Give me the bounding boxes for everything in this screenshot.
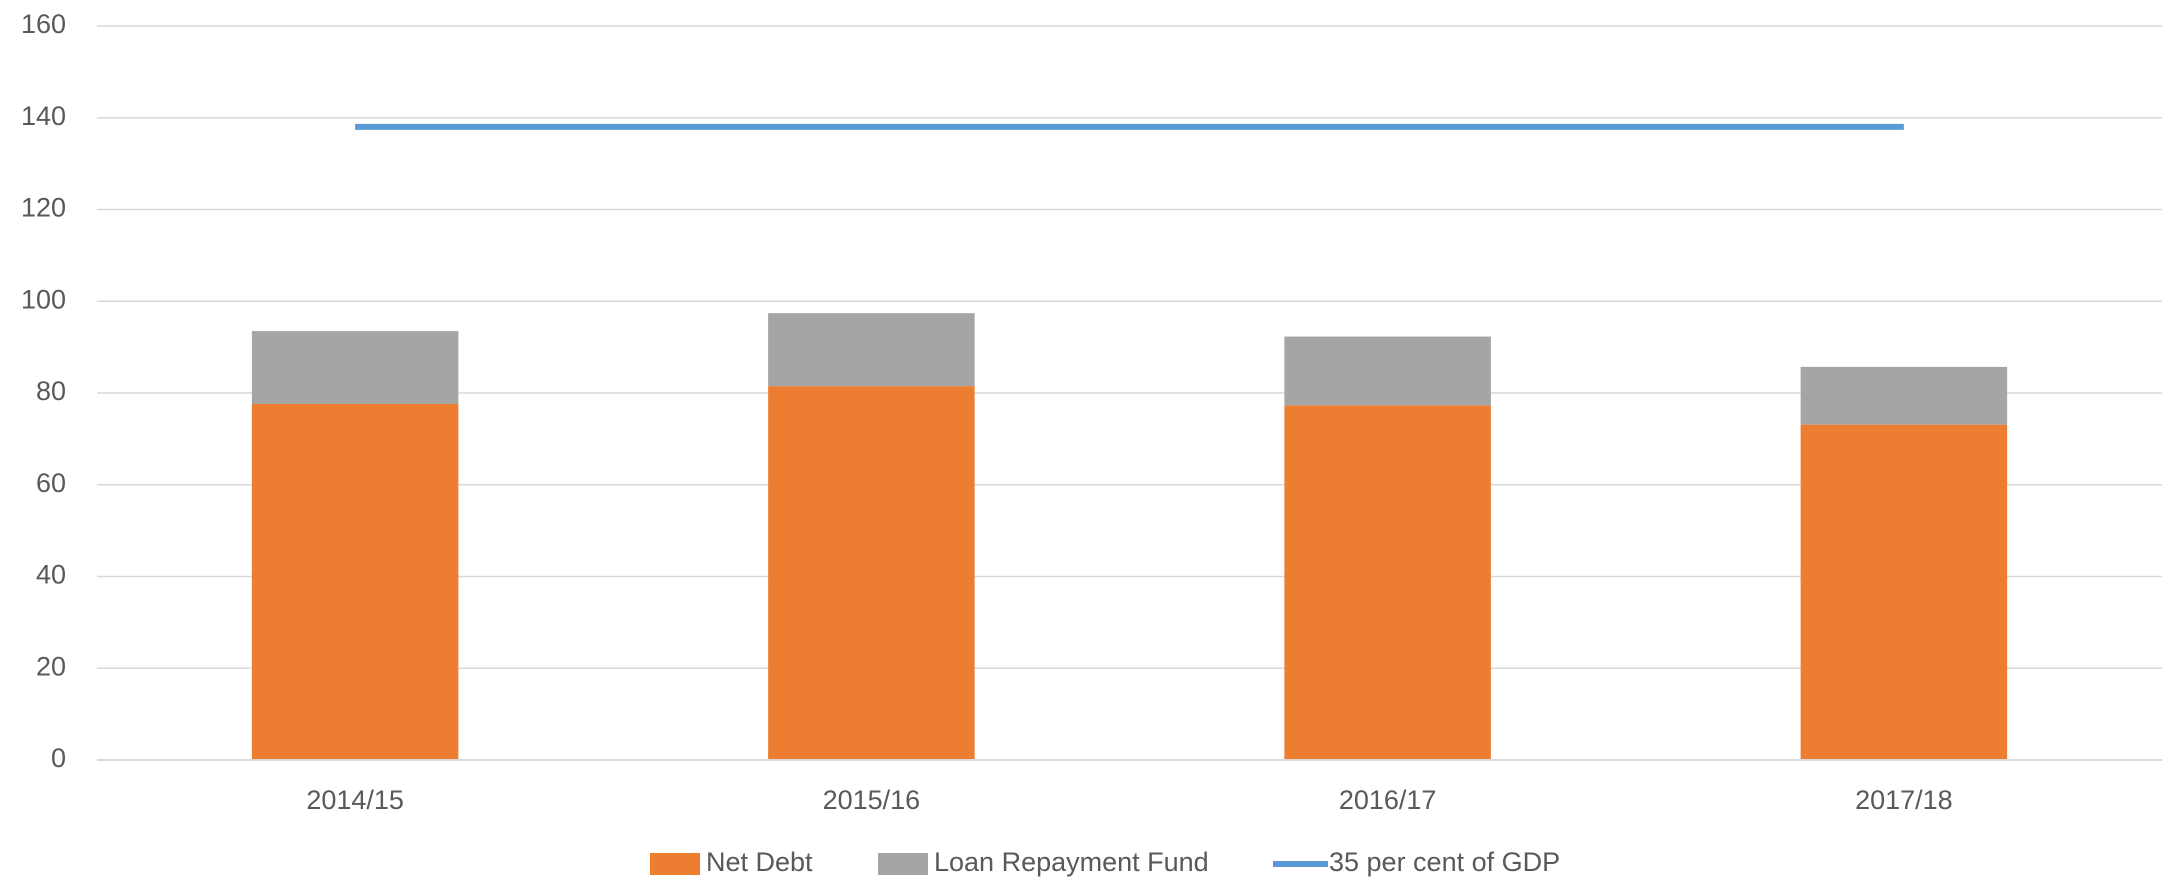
y-tick-label: 120 [21, 193, 66, 223]
bar [1284, 336, 1491, 406]
bar [1284, 405, 1491, 760]
bar [251, 404, 459, 760]
x-tick-label: 2015/16 [823, 785, 921, 815]
legend-label: Loan Repayment Fund [934, 847, 1209, 877]
y-tick-label: 60 [36, 468, 66, 498]
y-tick-label: 140 [21, 101, 66, 131]
legend-swatch [650, 853, 700, 875]
bar [251, 331, 459, 405]
legend-swatch [878, 853, 928, 875]
bar [1800, 424, 2008, 760]
y-tick-label: 20 [36, 651, 66, 681]
y-tick-label: 40 [36, 560, 66, 590]
y-tick-label: 0 [51, 743, 66, 773]
x-tick-label: 2014/15 [306, 785, 404, 815]
bar [768, 386, 975, 760]
legend-label: Net Debt [706, 847, 813, 877]
y-tick-label: 160 [21, 9, 66, 39]
bar [1800, 366, 2008, 425]
x-tick-label: 2016/17 [1339, 785, 1437, 815]
y-tick-label: 100 [21, 284, 66, 314]
y-tick-label: 80 [36, 376, 66, 406]
legend-label: 35 per cent of GDP [1329, 847, 1560, 877]
bar [768, 313, 975, 387]
x-tick-label: 2017/18 [1855, 785, 1953, 815]
